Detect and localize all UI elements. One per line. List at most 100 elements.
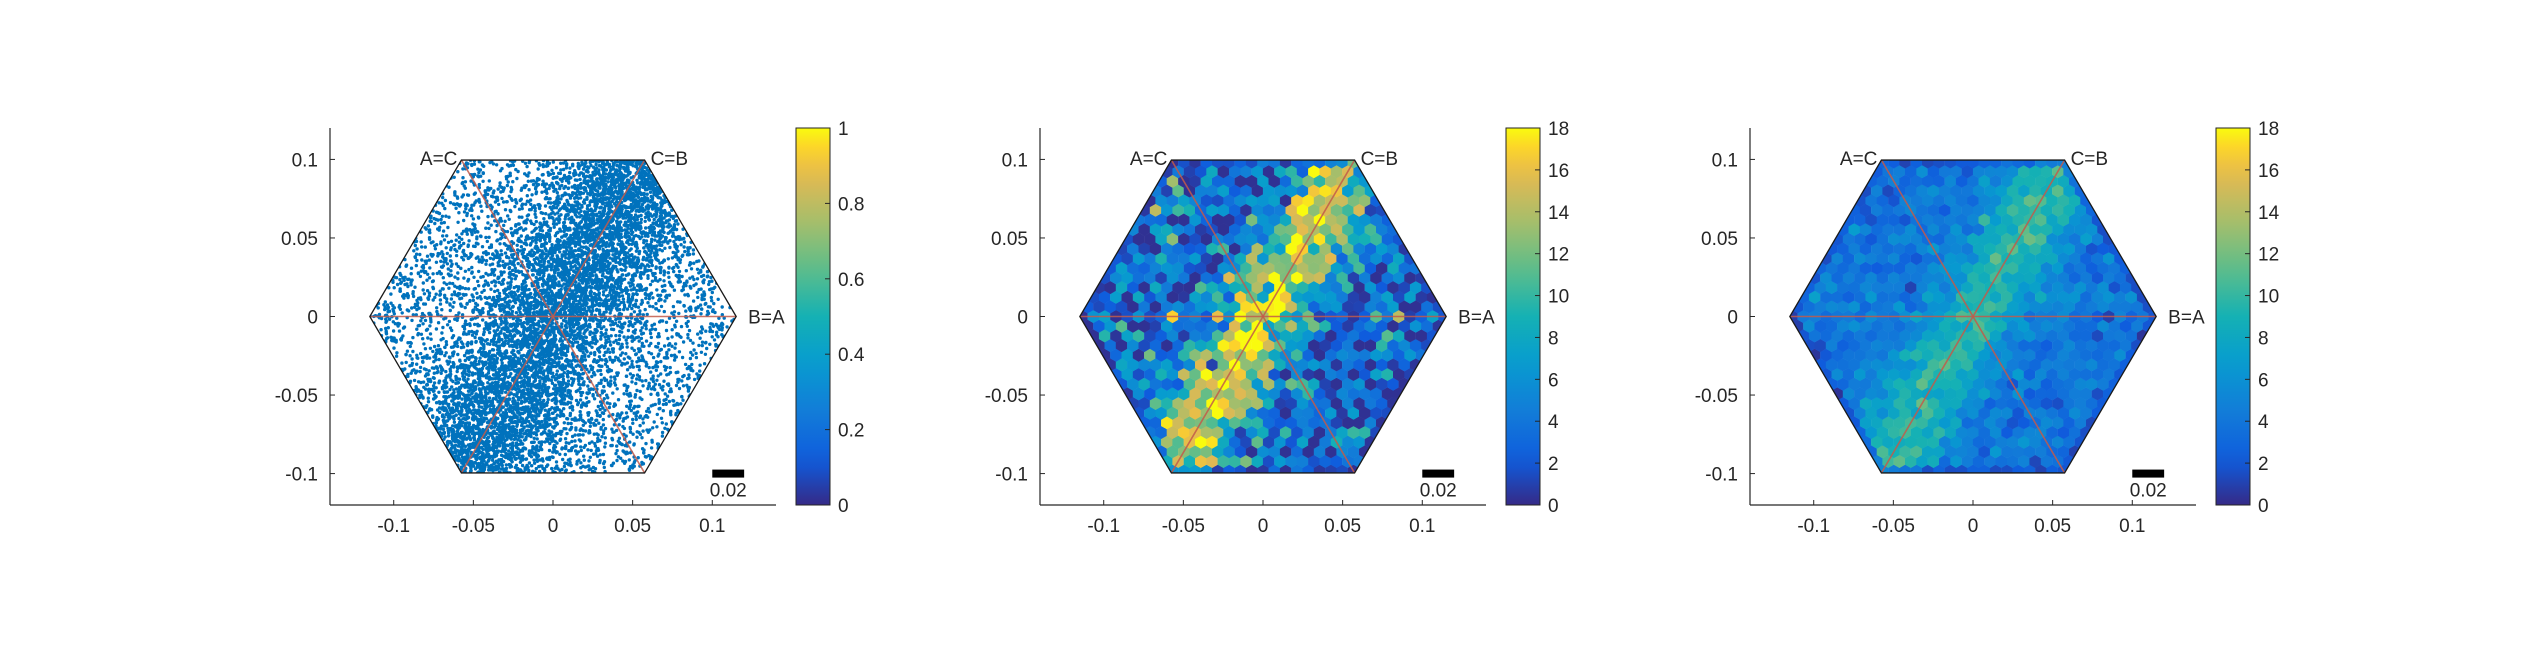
scatter-point (566, 186, 571, 190)
scatter-point (692, 348, 696, 352)
scatter-point (449, 297, 454, 301)
scatter-point (516, 261, 520, 266)
scatter-point (676, 300, 680, 304)
scatter-point (439, 371, 443, 375)
scatter-point (666, 271, 671, 275)
scatter-point (432, 371, 436, 375)
scatter-point (498, 184, 502, 188)
scatter-point (635, 435, 639, 439)
scatter-point (550, 168, 554, 172)
scatter-point (559, 394, 564, 399)
scatter-point (601, 293, 606, 297)
scatter-point (650, 204, 654, 208)
scatter-point (655, 378, 659, 382)
scatter-point (544, 212, 548, 216)
scatter-point (499, 249, 503, 253)
scatter-point (395, 282, 400, 287)
scatter-point (487, 226, 491, 231)
scatter-point (648, 328, 652, 332)
scatter-point (434, 401, 439, 405)
scatter-point (691, 299, 696, 303)
scatter-point (479, 204, 483, 208)
scatter-point (559, 168, 563, 172)
scatter-point (419, 240, 423, 244)
scatter-point (676, 222, 680, 226)
scatter-point (631, 292, 635, 296)
scatter-point (625, 368, 630, 372)
scatter-point (447, 319, 452, 324)
scatter-point (573, 200, 577, 204)
scatter-point (452, 417, 456, 421)
scatter-point (451, 305, 455, 309)
scatter-point (584, 174, 589, 178)
scatter-point (582, 454, 586, 458)
scatter-point (479, 275, 483, 279)
scatter-point (432, 355, 436, 359)
scatter-point (591, 260, 596, 264)
scatter-point (619, 442, 623, 446)
scatter-point (581, 167, 586, 171)
scatter-point (650, 440, 654, 444)
scatter-point (489, 223, 493, 227)
scatter-point (493, 289, 497, 294)
scatter-point (511, 233, 515, 238)
scatter-point (391, 329, 396, 333)
scatter-point (700, 327, 705, 331)
scatter-point (512, 454, 516, 459)
scatter-point (464, 332, 469, 336)
scatter-point (583, 429, 588, 433)
scatter-point (520, 463, 525, 468)
scatter-point (405, 308, 409, 312)
scatter-point (703, 352, 708, 356)
scatter-point (467, 239, 471, 243)
scatter-point (482, 327, 487, 331)
scatter-point (585, 206, 590, 211)
scatter-point (574, 398, 579, 403)
scatter-point (469, 317, 473, 322)
scatter-point (421, 288, 425, 292)
scatter-point (463, 286, 468, 291)
scatter-point (686, 336, 690, 340)
scatter-point (462, 241, 466, 246)
scatter-point (716, 335, 720, 339)
scatter-point (428, 332, 433, 336)
scatter-point (400, 311, 404, 315)
scatter-point (535, 182, 539, 186)
scatter-point (596, 189, 600, 194)
scatter-point (680, 379, 684, 383)
scatter-point (592, 397, 597, 401)
scatter-point (698, 303, 703, 307)
scatter-point (681, 340, 686, 344)
scatter-point (644, 327, 648, 331)
scatter-point (588, 455, 592, 459)
scatter-point (570, 434, 575, 439)
scatter-point (547, 186, 551, 191)
scatter-point (695, 277, 700, 281)
scatter-point (622, 426, 627, 431)
scatter-point (477, 284, 481, 288)
scatter-point (664, 328, 669, 333)
scatter-point (640, 341, 644, 345)
scatter-point (497, 344, 501, 348)
scatter-point (486, 381, 490, 385)
scatter-point (441, 276, 445, 280)
scatter-point (413, 243, 417, 248)
scatter-point (523, 161, 528, 165)
scatter-point (489, 287, 493, 291)
scatter-point (708, 342, 712, 346)
scatter-point (395, 351, 399, 355)
scatter-point (587, 387, 591, 392)
scatter-point (573, 178, 578, 182)
scatter-point (508, 259, 512, 263)
scatter-point (683, 362, 688, 367)
scatter-point (383, 300, 387, 304)
scatter-point (625, 451, 630, 455)
scatter-point (649, 245, 653, 250)
scatter-point (539, 211, 543, 215)
scatter-point (665, 356, 670, 360)
scatter-point (604, 331, 608, 336)
scatter-point (474, 241, 479, 245)
scatter-point (483, 279, 488, 283)
scatter-point (529, 202, 533, 207)
scatter-point (463, 444, 468, 449)
